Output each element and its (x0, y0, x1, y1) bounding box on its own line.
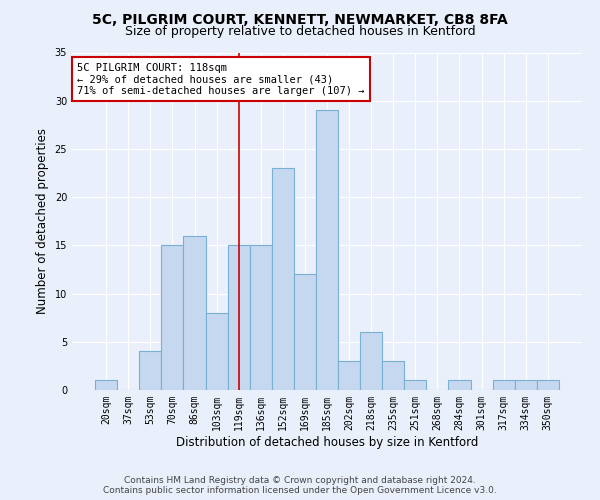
Bar (338, 361, 360, 390)
Bar (448, 380, 470, 390)
Bar (294, 274, 316, 390)
Text: Contains HM Land Registry data © Crown copyright and database right 2024.
Contai: Contains HM Land Registry data © Crown c… (103, 476, 497, 495)
Bar (184, 236, 206, 390)
Bar (272, 168, 294, 390)
Bar (250, 246, 272, 390)
Bar (537, 380, 559, 390)
Bar (382, 361, 404, 390)
Bar (95, 380, 117, 390)
Bar (493, 380, 515, 390)
Text: 5C PILGRIM COURT: 118sqm
← 29% of detached houses are smaller (43)
71% of semi-d: 5C PILGRIM COURT: 118sqm ← 29% of detach… (77, 62, 365, 96)
Bar (316, 110, 338, 390)
Bar (404, 380, 427, 390)
Bar (227, 246, 250, 390)
Bar (515, 380, 537, 390)
Text: Size of property relative to detached houses in Kentford: Size of property relative to detached ho… (125, 25, 475, 38)
Bar (161, 246, 184, 390)
Bar (139, 352, 161, 390)
Y-axis label: Number of detached properties: Number of detached properties (36, 128, 49, 314)
Bar (360, 332, 382, 390)
X-axis label: Distribution of detached houses by size in Kentford: Distribution of detached houses by size … (176, 436, 478, 448)
Text: 5C, PILGRIM COURT, KENNETT, NEWMARKET, CB8 8FA: 5C, PILGRIM COURT, KENNETT, NEWMARKET, C… (92, 12, 508, 26)
Bar (206, 313, 227, 390)
